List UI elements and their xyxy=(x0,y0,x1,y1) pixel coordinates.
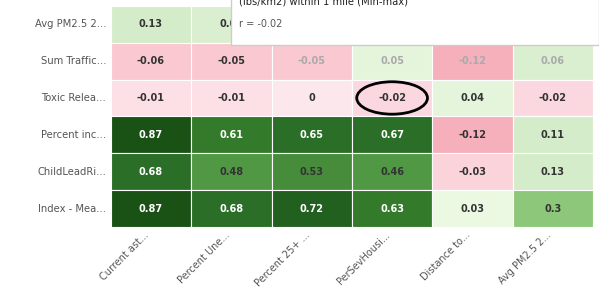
Text: 0.13: 0.13 xyxy=(541,167,565,177)
Text: -0.12: -0.12 xyxy=(458,56,486,66)
Bar xyxy=(513,79,593,116)
Text: Sum Traffic...: Sum Traffic... xyxy=(41,56,106,66)
Text: 0: 0 xyxy=(308,93,315,103)
Text: r = -0.02: r = -0.02 xyxy=(238,19,282,29)
Bar xyxy=(432,79,513,116)
Bar xyxy=(513,190,593,227)
Text: -0.01: -0.01 xyxy=(137,93,165,103)
Text: 0.05: 0.05 xyxy=(380,56,404,66)
Text: 0.06: 0.06 xyxy=(541,56,565,66)
Text: Percent inc...: Percent inc... xyxy=(41,130,106,140)
Text: 0.68: 0.68 xyxy=(139,167,163,177)
Text: 0.04: 0.04 xyxy=(461,93,485,103)
Text: 0.3: 0.3 xyxy=(544,203,561,214)
Bar xyxy=(352,43,432,79)
Bar xyxy=(111,153,191,190)
Bar xyxy=(352,6,432,43)
Text: -0.12: -0.12 xyxy=(458,130,486,140)
Text: 0.13: 0.13 xyxy=(139,19,163,29)
Text: 0.09: 0.09 xyxy=(219,19,243,29)
Text: Current ast...: Current ast... xyxy=(99,230,151,282)
Bar xyxy=(271,153,352,190)
Bar xyxy=(432,6,513,43)
Text: 0.63: 0.63 xyxy=(380,203,404,214)
Text: -0.06: -0.06 xyxy=(137,56,165,66)
Bar xyxy=(432,43,513,79)
Text: 0.87: 0.87 xyxy=(139,130,163,140)
Bar xyxy=(352,190,432,227)
Bar xyxy=(513,43,593,79)
Text: -0.02: -0.02 xyxy=(539,93,567,103)
Bar xyxy=(513,6,593,43)
Text: Percent Une...: Percent Une... xyxy=(176,230,231,285)
Text: -0.12: -0.12 xyxy=(378,19,406,29)
Text: Percent 25+ ...: Percent 25+ ... xyxy=(253,230,311,288)
Text: -0.05: -0.05 xyxy=(298,19,326,29)
Text: Avg PM2.5 2...: Avg PM2.5 2... xyxy=(497,230,553,286)
Bar xyxy=(271,43,352,79)
Text: 0.68: 0.68 xyxy=(219,203,243,214)
Text: 0.67: 0.67 xyxy=(380,130,404,140)
Text: 0.61: 0.61 xyxy=(219,130,243,140)
Bar xyxy=(191,79,271,116)
Bar xyxy=(111,190,191,227)
Bar xyxy=(352,153,432,190)
Text: Distance to...: Distance to... xyxy=(420,230,473,283)
Text: -0.01: -0.01 xyxy=(217,93,246,103)
Bar xyxy=(546,8,556,27)
Text: ChildLeadRi...: ChildLeadRi... xyxy=(37,167,106,177)
Bar xyxy=(191,6,271,43)
Bar xyxy=(191,43,271,79)
Text: -0.18: -0.18 xyxy=(458,19,486,29)
Bar xyxy=(559,8,569,18)
Text: -0.05: -0.05 xyxy=(217,56,246,66)
Text: Avg PM2.5 2...: Avg PM2.5 2... xyxy=(35,19,106,29)
Bar xyxy=(271,79,352,116)
Text: Index - Mea...: Index - Mea... xyxy=(38,203,106,214)
Text: PerSevHousi...: PerSevHousi... xyxy=(335,230,392,286)
Bar xyxy=(111,79,191,116)
Bar xyxy=(271,190,352,227)
Bar xyxy=(191,190,271,227)
Bar xyxy=(513,116,593,153)
Bar xyxy=(111,43,191,79)
Text: -0.05: -0.05 xyxy=(298,56,326,66)
Bar xyxy=(432,153,513,190)
Text: Toxic Relea...: Toxic Relea... xyxy=(41,93,106,103)
Bar xyxy=(111,116,191,153)
Bar xyxy=(271,116,352,153)
Text: 0.65: 0.65 xyxy=(300,130,323,140)
Text: 0.03: 0.03 xyxy=(461,203,485,214)
Text: 0.72: 0.72 xyxy=(300,203,323,214)
Text: 0.46: 0.46 xyxy=(380,167,404,177)
Text: -0.03: -0.03 xyxy=(458,167,486,177)
Text: (lbs/km2) within 1 mile (Min-max): (lbs/km2) within 1 mile (Min-max) xyxy=(238,0,407,6)
Bar xyxy=(191,153,271,190)
Bar xyxy=(352,79,432,116)
Text: 0.87: 0.87 xyxy=(139,203,163,214)
Bar xyxy=(513,153,593,190)
Bar xyxy=(271,6,352,43)
Bar xyxy=(191,116,271,153)
Bar xyxy=(534,8,543,22)
Bar xyxy=(352,116,432,153)
Bar xyxy=(432,116,513,153)
Text: 0.48: 0.48 xyxy=(219,167,243,177)
Text: -0.02: -0.02 xyxy=(378,93,406,103)
Text: 0.53: 0.53 xyxy=(300,167,323,177)
FancyBboxPatch shape xyxy=(231,0,599,45)
Bar xyxy=(111,6,191,43)
Text: 0.11: 0.11 xyxy=(541,130,565,140)
Bar xyxy=(432,190,513,227)
